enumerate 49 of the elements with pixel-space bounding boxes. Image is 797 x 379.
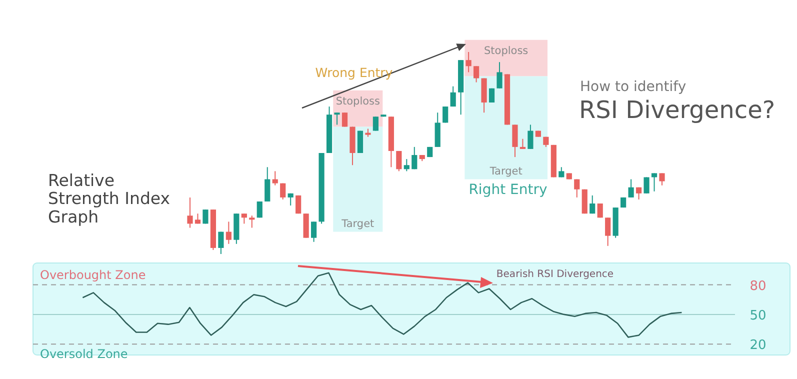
candlestick [218,231,224,254]
annotation: Right Entry [468,182,548,198]
candlestick [651,172,658,192]
candlestick [412,146,418,170]
candlestick [288,192,294,206]
candlestick [342,112,348,128]
candlestick [264,166,270,202]
candlestick [590,194,596,214]
band-label: Target [340,218,374,230]
y-tick-label: 80 [750,278,766,294]
text: Relative Strength Index Graph [48,171,170,226]
candlestick [636,186,642,200]
candlestick [450,86,456,108]
candlestick [512,124,518,158]
y-tick-label: 50 [750,308,766,324]
candlestick [241,213,247,224]
text: RSI Divergence? [579,96,776,124]
candlestick [528,124,534,150]
candlestick [226,221,232,244]
candlestick [605,217,611,246]
band-label: Stoploss [336,95,380,108]
candlestick [574,178,580,198]
candlestick [659,172,665,186]
candlestick [280,182,286,200]
candlestick [396,150,402,172]
candlestick [644,176,650,194]
ref-line-label: Oversold Zone [40,347,128,362]
text: How to identify [580,79,686,95]
band-label: Target [488,165,522,178]
y-tick-label: 20 [750,338,766,354]
candlestick [520,138,526,150]
ref-line-label: Overbought Zone [40,268,146,282]
candlestick [311,221,317,242]
candlestick [334,112,340,126]
candlestick [442,106,448,124]
candlestick [249,215,255,228]
candlestick [404,158,410,172]
candlestick [466,52,472,73]
candlestick [473,66,480,83]
candlestick [202,209,208,224]
candlestick [272,170,278,186]
annotation: Bearish RSI Divergence [496,269,614,280]
band-label: Stoploss [484,44,528,57]
candlestick [372,116,379,132]
candlestick [187,196,193,228]
candlestick [597,203,603,218]
candlestick [496,62,502,89]
candlestick [628,178,634,198]
annotation: Wrong Entry [315,65,394,80]
